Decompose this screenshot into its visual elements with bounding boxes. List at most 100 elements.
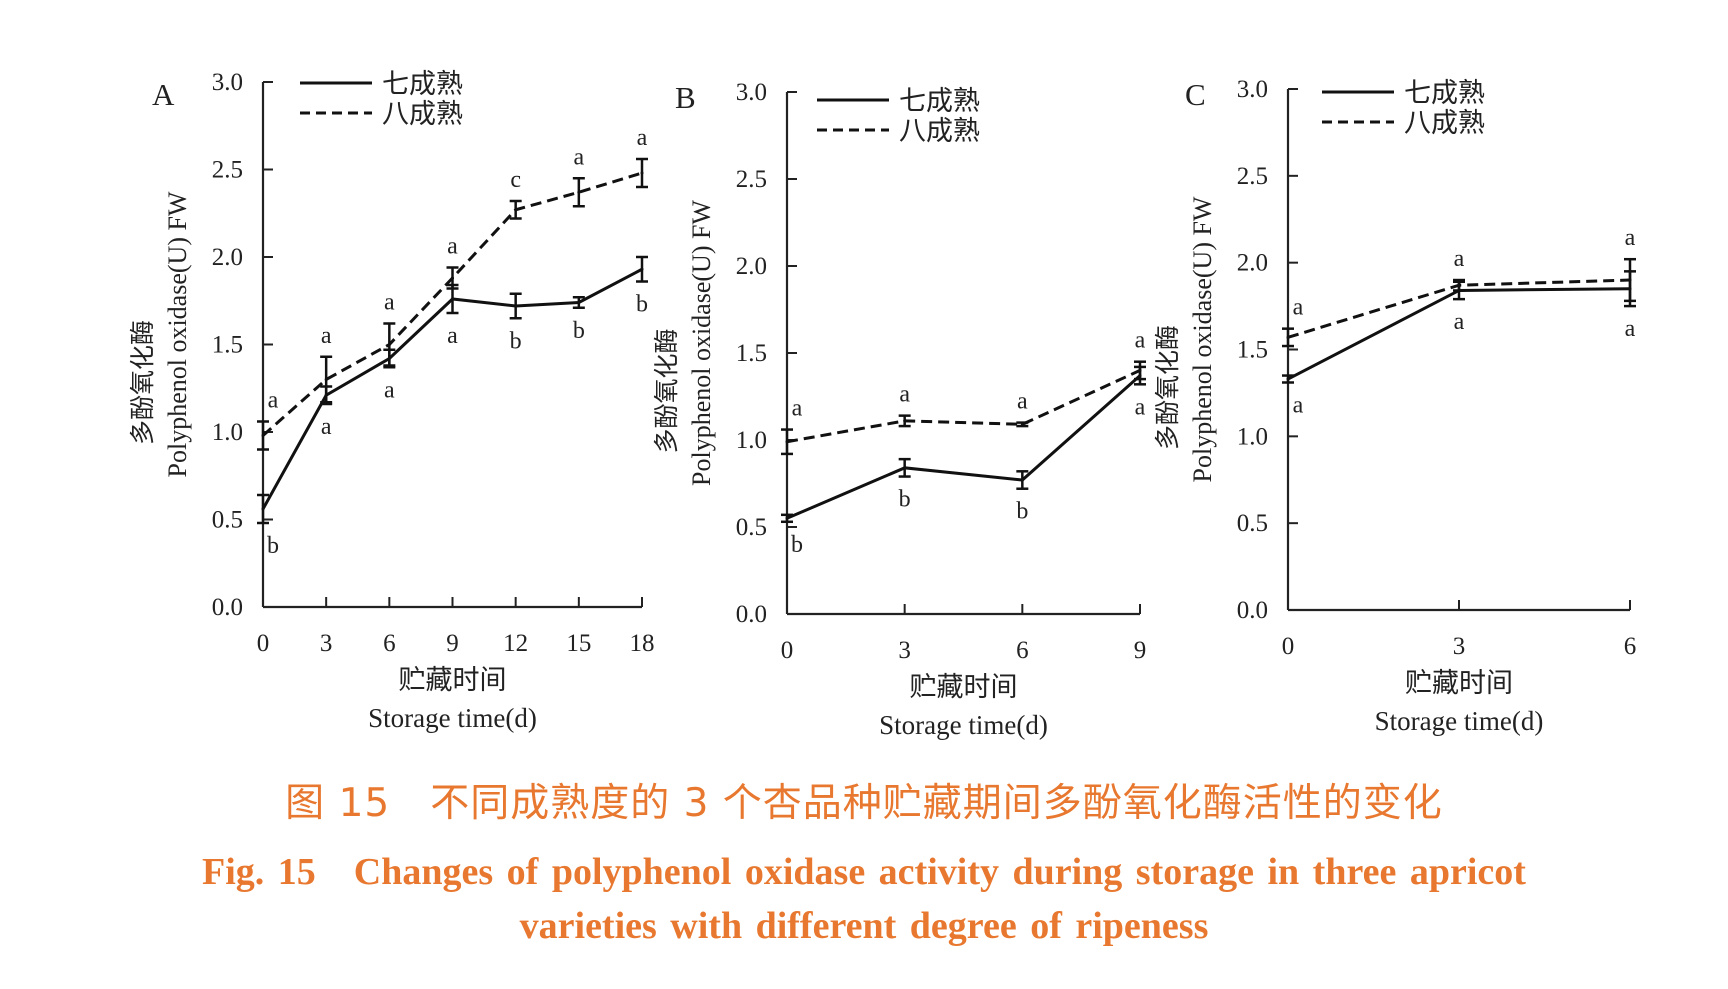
sig-letter-dashed: a xyxy=(574,144,585,170)
y-tick-label: 2.0 xyxy=(1237,250,1268,277)
series-dashed xyxy=(257,157,648,451)
data-point xyxy=(640,267,644,271)
legend-label-2: 八成熟 xyxy=(382,99,463,130)
x-tick-label: 0 xyxy=(781,637,794,664)
y-tick-label: 0.0 xyxy=(1237,597,1268,624)
x-tick-label: 3 xyxy=(898,637,911,664)
sig-letter-dashed: a xyxy=(447,234,458,260)
x-tick-label: 3 xyxy=(320,630,333,657)
data-point xyxy=(577,190,581,194)
series-dashed xyxy=(781,360,1146,456)
sig-letter-dashed: a xyxy=(321,323,332,349)
panel-b: 0.0 0.5 1.0 1.5 2.0 2.5 3.0 0 3 6 9 B 贮藏时间 Storage ti… xyxy=(652,79,1146,740)
y-tick-label: 2.0 xyxy=(736,253,767,280)
sig-letter-dashed: a xyxy=(637,125,648,151)
sig-letter-dashed: a xyxy=(1135,328,1146,354)
x-axis-label-cn: 贮藏时间 xyxy=(1405,668,1513,699)
panel-label: A xyxy=(152,77,175,112)
x-tick-label: 12 xyxy=(503,630,528,657)
y-tick-label: 1.0 xyxy=(1237,423,1268,450)
data-point xyxy=(261,434,265,437)
x-tick-label: 9 xyxy=(1134,637,1147,664)
panel-a: 0.0 0.5 1.0 1.5 2.0 2.5 3.0 0 3 6 9 12 15 18 A 贮藏时间 Stor… xyxy=(128,69,655,733)
legend-label-1: 七成熟 xyxy=(382,69,463,100)
data-point xyxy=(785,440,789,444)
y-axis-label-cn: 多酚氧化酶 xyxy=(652,328,681,453)
caption-english-line2: varieties with different degree of ripen… xyxy=(519,905,1209,947)
figure-panels: 0.0 0.5 1.0 1.5 2.0 2.5 3.0 0 3 6 9 12 15 18 A 贮藏时间 Stor… xyxy=(128,69,1636,740)
y-tick-label: 1.5 xyxy=(736,340,767,367)
data-point xyxy=(1286,377,1290,381)
y-tick-label: 1.0 xyxy=(736,427,767,454)
x-tick-label: 6 xyxy=(1016,637,1029,664)
y-tick-label: 2.0 xyxy=(212,244,243,271)
x-tick-label: 6 xyxy=(383,630,396,657)
y-tick-label: 2.5 xyxy=(736,166,767,193)
y-tick-label: 1.5 xyxy=(1237,337,1268,364)
sig-letter-solid: b xyxy=(899,487,911,513)
sig-letter-solid: b xyxy=(510,328,522,354)
x-tick-label: 0 xyxy=(1282,633,1295,660)
sig-letter-dashed: a xyxy=(384,290,395,316)
y-tick-label: 0.0 xyxy=(212,594,243,621)
x-axis-label-en: Storage time(d) xyxy=(368,703,537,733)
series-line xyxy=(786,369,1141,444)
y-tick-label: 0.0 xyxy=(736,601,767,628)
x-tick-label: 0 xyxy=(257,630,270,657)
y-axis-label-en: Polyphenol oxidase(U) FW xyxy=(1188,196,1217,482)
sig-letter-solid: a xyxy=(1135,394,1146,420)
data-point xyxy=(451,297,454,301)
panel-label: C xyxy=(1185,77,1206,112)
sig-letter-solid: b xyxy=(267,533,279,559)
sig-letter-solid: a xyxy=(447,323,458,349)
legend-label-1: 七成熟 xyxy=(899,86,980,117)
data-point xyxy=(1020,478,1024,482)
y-tick-label: 2.5 xyxy=(1237,163,1268,190)
data-point xyxy=(514,304,518,308)
sig-letter-solid: b xyxy=(573,318,585,344)
y-tick-label: 3.0 xyxy=(736,79,767,106)
data-point xyxy=(903,466,907,470)
y-tick-label: 0.5 xyxy=(736,514,767,541)
legend-label-2: 八成熟 xyxy=(1404,108,1485,139)
x-axis-label-en: Storage time(d) xyxy=(1375,706,1544,736)
sig-letter-solid: b xyxy=(1016,499,1028,525)
sig-letter-dashed: a xyxy=(1017,389,1028,415)
y-axis-label-en: Polyphenol oxidase(U) FW xyxy=(687,200,716,486)
x-axis-label-cn: 贮藏时间 xyxy=(910,672,1018,703)
data-point xyxy=(1457,283,1461,287)
y-tick-label: 1.5 xyxy=(212,332,243,359)
y-tick-label: 3.0 xyxy=(1237,76,1268,103)
data-point xyxy=(903,419,907,423)
sig-letter-dashed: a xyxy=(792,396,803,422)
data-point xyxy=(1286,335,1290,339)
data-point xyxy=(577,301,581,304)
y-axis-label-cn: 多酚氧化酶 xyxy=(128,320,157,445)
legend-label-2: 八成熟 xyxy=(899,116,980,147)
caption-english-line1: Fig. 15 Changes of polyphenol oxidase ac… xyxy=(202,851,1526,893)
sig-letter-dashed: a xyxy=(1293,295,1304,321)
sig-letter-solid: b xyxy=(791,532,803,558)
data-point xyxy=(785,516,789,520)
sig-letter-solid: a xyxy=(1625,316,1636,342)
sig-letter-solid: b xyxy=(636,292,648,318)
x-tick-label: 15 xyxy=(566,630,591,657)
x-axis-label-cn: 贮藏时间 xyxy=(399,665,507,696)
legend-label-1: 七成熟 xyxy=(1404,78,1485,109)
series-solid xyxy=(781,365,1146,524)
panel-label: B xyxy=(675,80,696,115)
data-point xyxy=(261,507,265,511)
y-tick-label: 2.5 xyxy=(212,157,243,184)
x-axis-label-en: Storage time(d) xyxy=(879,710,1048,740)
sig-letter-dashed: a xyxy=(899,382,910,408)
y-tick-label: 0.5 xyxy=(212,507,243,534)
data-point xyxy=(387,343,391,346)
sig-letter-dashed: a xyxy=(1454,246,1465,272)
x-tick-label: 9 xyxy=(446,630,459,657)
y-axis-label-en: Polyphenol oxidase(U) FW xyxy=(163,191,192,477)
y-tick-label: 3.0 xyxy=(212,69,243,96)
panel-c: 0.0 0.5 1.0 1.5 2.0 2.5 3.0 0 3 6 C 贮藏时间 Storage tim… xyxy=(1153,76,1636,736)
y-tick-label: 1.0 xyxy=(212,419,243,446)
data-point xyxy=(451,276,454,280)
sig-letter-dashed: c xyxy=(510,167,521,193)
